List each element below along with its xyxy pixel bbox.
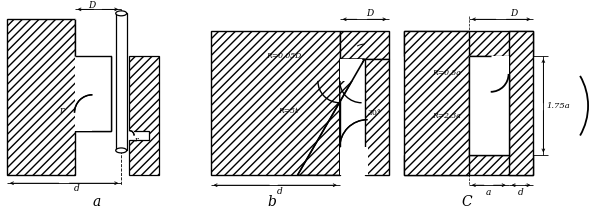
Text: r: r — [59, 106, 64, 115]
Text: a: a — [92, 195, 100, 209]
Bar — [74, 19, 111, 131]
Text: 30°: 30° — [368, 109, 382, 117]
Text: R=0.05D: R=0.05D — [266, 52, 302, 60]
Polygon shape — [129, 56, 159, 175]
Polygon shape — [365, 59, 389, 175]
Text: r: r — [134, 137, 138, 144]
Text: a: a — [486, 188, 491, 197]
Polygon shape — [404, 31, 469, 175]
Text: D: D — [510, 9, 517, 18]
Text: d: d — [74, 184, 79, 193]
Bar — [116, 13, 127, 150]
Text: 1.75a: 1.75a — [547, 102, 570, 110]
Polygon shape — [7, 19, 111, 175]
Polygon shape — [509, 31, 533, 175]
Bar — [129, 131, 134, 135]
Polygon shape — [340, 31, 389, 59]
Text: D: D — [366, 9, 373, 18]
Polygon shape — [211, 31, 340, 175]
Polygon shape — [298, 59, 365, 175]
Text: R=5t: R=5t — [278, 107, 298, 115]
Polygon shape — [404, 155, 533, 175]
Text: d: d — [518, 188, 523, 197]
Text: C: C — [461, 195, 472, 209]
Text: R=0.5a: R=0.5a — [431, 69, 460, 77]
Text: d: d — [277, 187, 283, 196]
Text: b: b — [268, 195, 277, 209]
Bar — [469, 56, 509, 155]
Bar — [340, 59, 362, 81]
Bar — [74, 113, 92, 131]
Polygon shape — [404, 31, 533, 56]
Bar — [340, 147, 368, 175]
Ellipse shape — [116, 148, 127, 153]
Text: D: D — [88, 1, 95, 10]
Text: R=2.3a: R=2.3a — [431, 112, 460, 120]
Ellipse shape — [116, 11, 127, 16]
